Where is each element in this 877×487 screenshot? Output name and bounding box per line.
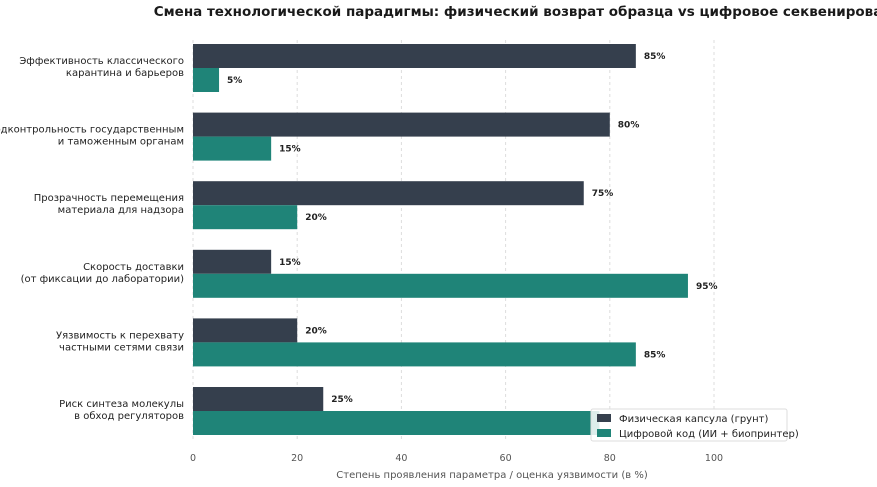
bar-digital: [193, 342, 636, 367]
bar-value-label: 15%: [279, 258, 301, 268]
x-tick-label: 40: [395, 453, 407, 464]
bar-value-label: 85%: [644, 52, 666, 62]
legend-swatch: [597, 429, 611, 437]
bar-digital: [193, 205, 298, 230]
category-label: Прозрачность перемещения материала для на…: [34, 193, 184, 216]
grid: [192, 40, 715, 440]
bar-value-label: 25%: [331, 395, 353, 405]
bar-value-label: 85%: [644, 350, 666, 360]
category-label: Эффективность классического карантина и б…: [19, 56, 184, 79]
x-axis-label: Степень проявления параметра / оценка уя…: [336, 470, 648, 481]
category-label: Риск синтеза молекулы в обход регуляторов: [59, 399, 184, 422]
bar-value-label: 20%: [305, 213, 327, 223]
bar-value-label: 20%: [305, 326, 327, 336]
x-axis-ticks: 0 20 40 60 80 100: [190, 453, 723, 464]
legend-box: [590, 408, 788, 442]
category-label: Уязвимость к перехвату частными сетями св…: [56, 330, 184, 353]
x-tick-label: 100: [705, 453, 723, 464]
bar-digital: [193, 136, 272, 161]
legend-entry: Физическая капсула (грунт): [619, 414, 768, 425]
legend-entry: Цифровой код (ИИ + биопринтер): [619, 429, 799, 440]
x-tick-label: 80: [604, 453, 616, 464]
category-label: Скорость доставки (от фиксации до лаборат…: [21, 262, 185, 285]
chart-title: Смена технологической парадигмы: физичес…: [154, 4, 877, 20]
bars: [193, 44, 688, 435]
bar-physical: [193, 181, 584, 206]
bar-value-label: 95%: [696, 282, 718, 292]
bar-physical: [193, 387, 324, 411]
value-labels: 85% 80% 75% 15% 20% 25% 5% 15% 20% 95% 85%: [227, 52, 717, 405]
x-tick-label: 0: [190, 453, 196, 464]
bar-value-label: 15%: [279, 145, 301, 155]
legend-swatch: [597, 414, 611, 422]
bar-physical: [193, 318, 298, 343]
x-tick-label: 20: [291, 453, 303, 464]
bar-value-label: 5%: [227, 76, 242, 86]
bar-digital: [193, 68, 220, 92]
category-label: Подконтрольность государственным и таможе…: [0, 125, 184, 148]
bar-physical: [193, 44, 636, 68]
category-labels: Эффективность классического карантина и б…: [0, 56, 184, 422]
legend: Физическая капсула (грунт) Цифровой код (…: [590, 408, 799, 442]
bar-digital: [193, 273, 688, 298]
bar-physical: [193, 112, 610, 137]
bar-value-label: 80%: [618, 121, 640, 131]
bar-value-label: 75%: [592, 189, 614, 199]
x-tick-label: 60: [500, 453, 512, 464]
bar-physical: [193, 249, 272, 274]
bar-digital: [193, 411, 600, 435]
